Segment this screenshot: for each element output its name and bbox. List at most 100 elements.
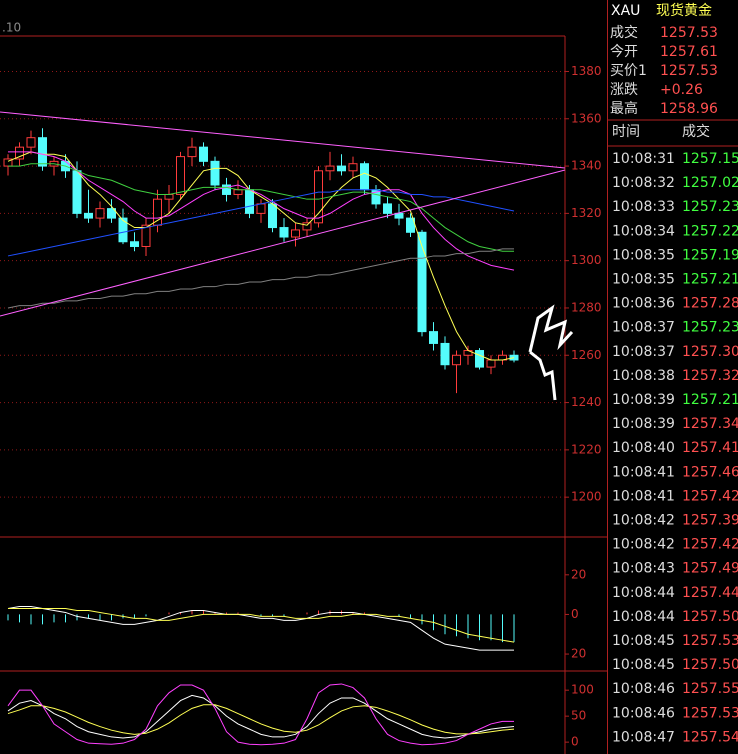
column-header: 成交 — [682, 123, 710, 140]
candle-body — [383, 203, 392, 214]
indicator-line — [8, 151, 515, 271]
trade-time: 10:08:39 — [612, 416, 675, 432]
trade-time: 10:08:42 — [612, 537, 675, 553]
field-label: 涨跌 — [610, 82, 638, 98]
trade-price: 1257.53 — [682, 705, 738, 721]
y-tick-label: 1320 — [571, 206, 602, 220]
y-tick-label: 20 — [571, 647, 586, 661]
y-tick-label: 1300 — [571, 253, 602, 267]
candle-body — [291, 229, 300, 238]
trade-price: 1257.23 — [682, 199, 738, 215]
y-tick-label: 1360 — [571, 111, 602, 125]
y-tick-label: 1220 — [571, 442, 602, 456]
candle-body — [475, 350, 484, 368]
indicator-line — [7, 151, 515, 361]
candle-body — [417, 231, 427, 333]
trade-price: 1257.39 — [682, 513, 738, 529]
trade-time: 10:08:47 — [612, 729, 675, 745]
y-tick-label: 1240 — [571, 395, 602, 409]
trade-price: 1257.21 — [682, 272, 738, 288]
trendline — [0, 169, 566, 317]
candle-body — [268, 203, 277, 229]
trade-time: 10:08:40 — [612, 440, 675, 456]
y-tick-label: 1200 — [571, 490, 602, 504]
trade-price: 1257.02 — [682, 175, 738, 191]
candle-body — [26, 137, 36, 148]
field-value: 1257.61 — [660, 44, 718, 60]
candle-body — [95, 208, 105, 219]
trade-time: 10:08:43 — [612, 561, 675, 577]
candle-body — [107, 208, 116, 219]
candle-body — [302, 222, 312, 231]
trade-time: 10:08:35 — [612, 247, 675, 263]
field-label: 最高 — [610, 100, 638, 117]
candle-body — [325, 165, 335, 172]
candle-body — [337, 165, 346, 172]
candle-body — [118, 217, 128, 243]
trade-time: 10:08:31 — [612, 151, 675, 167]
y-tick-label: 1260 — [571, 348, 602, 362]
candle-body — [153, 198, 162, 226]
trade-price: 1257.49 — [682, 561, 738, 577]
trade-time: 10:08:45 — [612, 633, 675, 649]
trade-time: 10:08:44 — [612, 609, 675, 625]
trade-price: 1257.42 — [682, 488, 738, 504]
trade-time: 10:08:41 — [612, 464, 675, 480]
candle-body — [210, 160, 220, 186]
plot-layer — [0, 70, 565, 746]
candle-body — [360, 163, 369, 191]
trade-price: 1257.34 — [682, 416, 738, 432]
y-tick-label: 50 — [571, 709, 586, 723]
trade-price: 1257.50 — [682, 657, 738, 673]
trade-time: 10:08:46 — [612, 705, 675, 721]
candle-body — [222, 184, 231, 195]
trade-price: 1257.54 — [682, 729, 738, 745]
indicator-line — [7, 606, 514, 651]
field-label: 今开 — [610, 44, 638, 60]
y-tick-label: 20 — [571, 567, 586, 581]
trade-time: 10:08:32 — [612, 175, 675, 191]
candle-body — [84, 212, 93, 219]
trade-time: 10:08:45 — [612, 657, 675, 673]
field-label: 买价1 — [610, 63, 647, 79]
trade-time: 10:08:33 — [612, 199, 675, 215]
field-value: +0.26 — [660, 82, 703, 98]
trade-price: 1257.32 — [682, 368, 738, 384]
trade-price: 1257.22 — [682, 223, 738, 239]
trade-price: 1257.53 — [682, 633, 738, 649]
trade-price: 1257.44 — [682, 585, 738, 601]
trade-price: 1257.21 — [682, 392, 738, 408]
trade-price: 1257.46 — [682, 464, 738, 480]
indicator-line — [7, 683, 514, 746]
y-tick-label: 1380 — [571, 64, 602, 78]
indicator-line — [8, 607, 515, 643]
y-tick-label: 100 — [571, 683, 594, 697]
trade-time: 10:08:36 — [612, 296, 675, 312]
y-tick-label: 0 — [571, 735, 579, 749]
trade-price: 1257.23 — [682, 320, 738, 336]
candle-body — [38, 137, 47, 167]
candle-body — [187, 146, 197, 158]
trade-price: 1257.30 — [682, 344, 738, 360]
candle-body — [130, 241, 139, 247]
drawings — [0, 111, 574, 401]
candle-body — [245, 189, 254, 214]
candle-body — [348, 163, 358, 172]
candle-body — [440, 342, 450, 366]
trade-price: 1257.55 — [682, 681, 738, 697]
trade-price: 1257.50 — [682, 609, 738, 625]
trade-time: 10:08:35 — [612, 272, 675, 288]
candle-body — [72, 170, 82, 214]
indicator-line — [7, 189, 515, 257]
trade-time: 10:08:38 — [612, 368, 675, 384]
y-tick-label: 1280 — [571, 300, 602, 314]
trade-time: 10:08:37 — [612, 344, 675, 360]
candle-body — [256, 203, 266, 214]
field-value: 1258.96 — [660, 101, 718, 117]
trade-price: 1257.42 — [682, 537, 738, 553]
y-tick-label: 0 — [571, 607, 579, 621]
symbol-name: 现货黄金 — [656, 2, 712, 19]
